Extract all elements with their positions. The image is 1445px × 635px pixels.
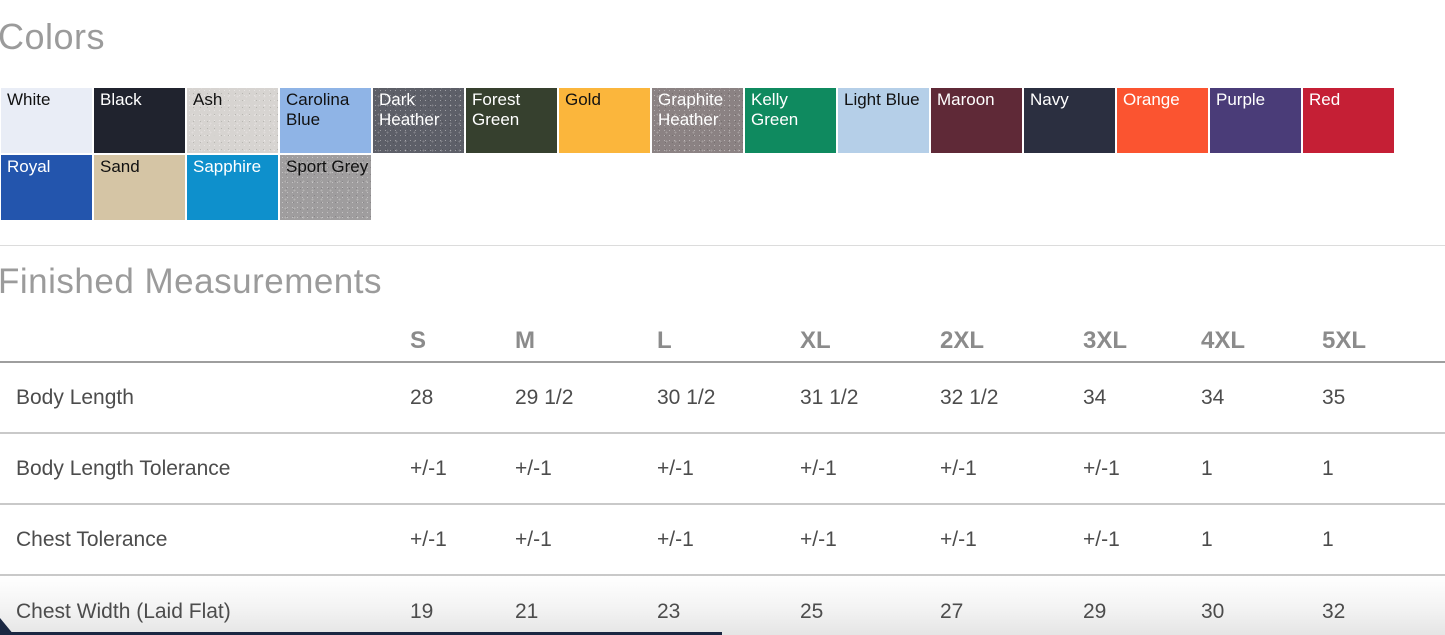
measurement-value: 1 xyxy=(1322,527,1334,551)
color-swatch-label: Forest Green xyxy=(472,90,521,130)
measurement-value: 31 1/2 xyxy=(800,385,859,409)
measurement-row-label: Body Length Tolerance xyxy=(16,456,231,480)
color-swatch-sport-grey: Sport Grey xyxy=(280,155,371,220)
color-swatch-label: Gold xyxy=(565,90,601,109)
measurement-value: +/-1 xyxy=(1083,456,1120,480)
measurement-value: +/-1 xyxy=(1083,527,1120,551)
measurement-row-label: Chest Tolerance xyxy=(16,527,168,551)
measurement-value: 32 xyxy=(1322,600,1346,623)
measurement-value: +/-1 xyxy=(515,456,552,480)
color-swatch-label: Kelly Green xyxy=(751,90,799,130)
color-swatch-graphite-heather: Graphite Heather xyxy=(652,88,743,153)
measurement-value: 30 xyxy=(1201,600,1225,623)
measurement-value: 19 xyxy=(410,600,434,623)
measurement-value: 34 xyxy=(1083,385,1107,409)
measurements-table: S M L XL 2XL 3XL 4XL 5XL Body Length 28 29 1/2 30 … xyxy=(0,318,1445,635)
measurement-row-label: Body Length xyxy=(16,385,134,409)
color-swatch-label: Black xyxy=(100,90,142,109)
measurement-value: +/-1 xyxy=(515,527,552,551)
color-swatch-label: Dark Heather xyxy=(379,90,440,130)
measurement-value: +/-1 xyxy=(410,456,447,480)
color-swatch-red: Red xyxy=(1303,88,1394,153)
color-swatch-dark-heather: Dark Heather xyxy=(373,88,464,153)
color-swatch-label: Orange xyxy=(1123,90,1180,109)
measurement-value: 29 xyxy=(1083,600,1107,623)
column-header-xl: XL xyxy=(800,327,831,354)
measurement-value: +/-1 xyxy=(657,456,694,480)
color-swatch-gold: Gold xyxy=(559,88,650,153)
color-swatch-label: Purple xyxy=(1216,90,1266,109)
measurement-value: 23 xyxy=(657,600,681,623)
measurement-value: 34 xyxy=(1201,385,1225,409)
measurement-value: 1 xyxy=(1201,456,1213,480)
color-swatch-sand: Sand xyxy=(94,155,185,220)
colors-section-title: Colors xyxy=(0,16,106,57)
color-swatch-label: Sapphire xyxy=(193,157,262,176)
color-swatch-label: Carolina Blue xyxy=(286,90,350,130)
color-swatch-label: Ash xyxy=(193,90,223,109)
color-swatch-label: Sand xyxy=(100,157,140,176)
color-swatch-light-blue: Light Blue xyxy=(838,88,929,153)
color-swatch-label: Royal xyxy=(7,157,51,176)
color-swatch-label: White xyxy=(7,90,51,109)
column-header-4xl: 4XL xyxy=(1201,327,1246,354)
column-header-s: S xyxy=(410,327,427,354)
measurement-row: Body Length 28 29 1/2 30 1/2 31 1/2 32 1/2 34 3… xyxy=(0,363,1445,434)
measurement-value: 21 xyxy=(515,600,539,623)
measurement-value: 32 1/2 xyxy=(940,385,999,409)
color-swatch-black: Black xyxy=(94,88,185,153)
color-swatch-label: Light Blue xyxy=(844,90,920,109)
color-swatch-orange: Orange xyxy=(1117,88,1208,153)
measurement-value: 30 1/2 xyxy=(657,385,716,409)
measurement-row-label: Chest Width (Laid Flat) xyxy=(16,600,231,623)
measurement-value: 1 xyxy=(1201,527,1213,551)
color-swatch-ash: Ash xyxy=(187,88,278,153)
measurement-value: +/-1 xyxy=(800,527,837,551)
column-header-2xl: 2XL xyxy=(940,327,985,354)
section-divider xyxy=(0,245,1445,246)
measurement-value: +/-1 xyxy=(657,527,694,551)
color-swatch-label: Maroon xyxy=(937,90,995,109)
color-swatch-label: Sport Grey xyxy=(286,157,369,176)
color-swatch-royal: Royal xyxy=(1,155,92,220)
color-swatch-white: White xyxy=(1,88,92,153)
measurement-row: Body Length Tolerance +/-1 +/-1 +/-1 +/-1 +/-… xyxy=(0,434,1445,505)
measurements-header-row: S M L XL 2XL 3XL 4XL 5XL xyxy=(0,318,1445,363)
measurement-value: 25 xyxy=(800,600,824,623)
measurement-value: 35 xyxy=(1322,385,1346,409)
color-swatch-maroon: Maroon xyxy=(931,88,1022,153)
measurement-value: 29 1/2 xyxy=(515,385,574,409)
color-swatch-carolina-blue: Carolina Blue xyxy=(280,88,371,153)
color-swatch-kelly-green: Kelly Green xyxy=(745,88,836,153)
color-swatch-sapphire: Sapphire xyxy=(187,155,278,220)
column-header-m: M xyxy=(515,327,535,354)
color-swatch-label: Navy xyxy=(1030,90,1069,109)
measurement-value: +/-1 xyxy=(410,527,447,551)
column-header-l: L xyxy=(657,327,672,354)
measurement-value: +/-1 xyxy=(800,456,837,480)
measurement-value: 1 xyxy=(1322,456,1334,480)
color-swatch-grid: White Black Ash Carolina Blue Dark Heather Fo… xyxy=(1,88,1403,220)
measurement-value: +/-1 xyxy=(940,456,977,480)
bottom-accent-bar xyxy=(0,632,722,635)
column-header-5xl: 5XL xyxy=(1322,327,1367,354)
color-swatch-navy: Navy xyxy=(1024,88,1115,153)
color-swatch-purple: Purple xyxy=(1210,88,1301,153)
measurement-value: 27 xyxy=(940,600,964,623)
measurement-row: Chest Width (Laid Flat) 19 21 23 25 27 29 30 32 xyxy=(0,576,1445,635)
measurements-section-title: Finished Measurements xyxy=(0,262,382,301)
color-swatch-label: Red xyxy=(1309,90,1341,109)
measurement-value: +/-1 xyxy=(940,527,977,551)
color-swatch-label: Graphite Heather xyxy=(658,90,724,130)
column-header-3xl: 3XL xyxy=(1083,327,1128,354)
color-swatch-forest-green: Forest Green xyxy=(466,88,557,153)
measurement-row: Chest Tolerance +/-1 +/-1 +/-1 +/-1 +/-1 +/-1 1… xyxy=(0,505,1445,576)
measurement-value: 28 xyxy=(410,385,434,409)
